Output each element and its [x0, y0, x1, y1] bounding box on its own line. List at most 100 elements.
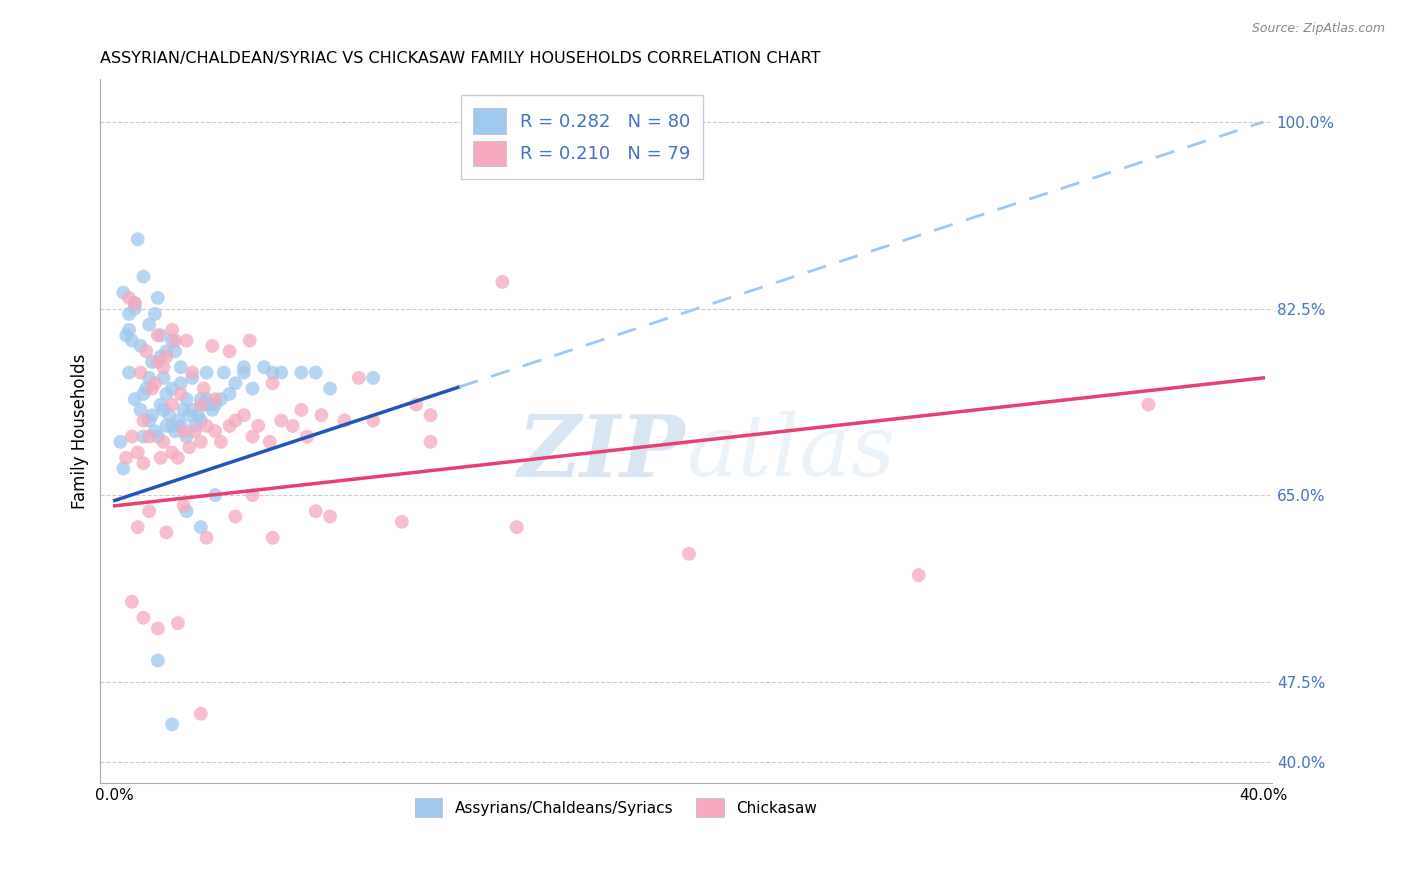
Point	[155, 525, 177, 540]
Point	[333, 413, 356, 427]
Point	[319, 509, 342, 524]
Text: ASSYRIAN/CHALDEAN/SYRIAC VS CHICKASAW FAMILY HOUSEHOLDS CORRELATION CHART: ASSYRIAN/CHALDEAN/SYRIAC VS CHICKASAW FA…	[100, 51, 821, 66]
Point	[118, 323, 141, 337]
Point	[176, 392, 198, 407]
Point	[295, 429, 318, 443]
Point	[146, 328, 169, 343]
Point	[190, 413, 212, 427]
Point	[1137, 398, 1160, 412]
Point	[224, 413, 246, 427]
Point	[419, 408, 441, 422]
Point	[129, 366, 152, 380]
Point	[253, 360, 276, 375]
Point	[157, 408, 180, 422]
Point	[149, 328, 172, 343]
Point	[361, 413, 384, 427]
Point	[127, 445, 149, 459]
Point	[127, 520, 149, 534]
Point	[242, 382, 264, 396]
Point	[204, 488, 226, 502]
Point	[198, 398, 221, 412]
Point	[209, 392, 232, 407]
Point	[190, 520, 212, 534]
Point	[184, 418, 207, 433]
Point	[124, 296, 146, 310]
Point	[160, 382, 183, 396]
Point	[112, 285, 135, 300]
Point	[167, 450, 190, 465]
Point	[160, 334, 183, 348]
Point	[262, 366, 284, 380]
Point	[163, 424, 186, 438]
Point	[305, 366, 328, 380]
Point	[149, 350, 172, 364]
Point	[620, 115, 643, 129]
Point	[146, 429, 169, 443]
Point	[138, 318, 160, 332]
Point	[152, 402, 174, 417]
Point	[347, 371, 370, 385]
Point	[361, 371, 384, 385]
Point	[190, 392, 212, 407]
Point	[118, 366, 141, 380]
Point	[141, 382, 163, 396]
Point	[138, 429, 160, 443]
Point	[218, 344, 240, 359]
Point	[218, 387, 240, 401]
Point	[201, 402, 224, 417]
Point	[132, 387, 155, 401]
Point	[176, 504, 198, 518]
Point	[204, 398, 226, 412]
Point	[678, 547, 700, 561]
Point	[224, 509, 246, 524]
Point	[115, 328, 138, 343]
Point	[152, 360, 174, 375]
Point	[170, 376, 193, 391]
Point	[195, 366, 218, 380]
Point	[143, 307, 166, 321]
Point	[163, 334, 186, 348]
Point	[305, 504, 328, 518]
Point	[146, 622, 169, 636]
Point	[195, 418, 218, 433]
Point	[232, 360, 254, 375]
Point	[170, 360, 193, 375]
Point	[201, 339, 224, 353]
Point	[160, 398, 183, 412]
Point	[907, 568, 929, 582]
Point	[204, 392, 226, 407]
Point	[143, 376, 166, 391]
Y-axis label: Family Households: Family Households	[72, 353, 89, 508]
Point	[155, 350, 177, 364]
Point	[190, 398, 212, 412]
Point	[311, 408, 333, 422]
Point	[190, 706, 212, 721]
Point	[173, 499, 195, 513]
Point	[110, 434, 132, 449]
Point	[143, 424, 166, 438]
Point	[138, 413, 160, 427]
Point	[112, 461, 135, 475]
Point	[138, 504, 160, 518]
Point	[167, 616, 190, 631]
Point	[270, 413, 292, 427]
Point	[187, 408, 209, 422]
Point	[135, 344, 157, 359]
Point	[195, 531, 218, 545]
Point	[242, 429, 264, 443]
Point	[129, 339, 152, 353]
Point	[132, 269, 155, 284]
Point	[224, 376, 246, 391]
Point	[149, 398, 172, 412]
Point	[155, 418, 177, 433]
Point	[391, 515, 413, 529]
Point	[118, 307, 141, 321]
Point	[247, 418, 270, 433]
Point	[218, 418, 240, 433]
Point	[190, 434, 212, 449]
Point	[232, 408, 254, 422]
Point	[262, 376, 284, 391]
Point	[281, 418, 304, 433]
Point	[242, 488, 264, 502]
Point	[160, 445, 183, 459]
